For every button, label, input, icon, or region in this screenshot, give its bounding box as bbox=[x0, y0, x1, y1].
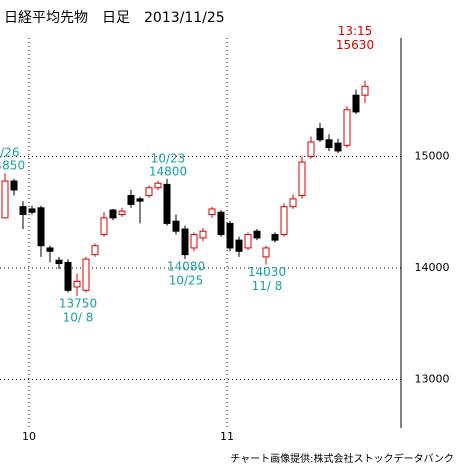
annotation-value: 14030 bbox=[248, 265, 286, 279]
candle-body bbox=[28, 208, 36, 213]
candle-body bbox=[64, 261, 72, 291]
candle-body bbox=[82, 258, 90, 291]
candle-body bbox=[55, 259, 63, 265]
candle-body bbox=[235, 239, 243, 252]
annotation-value: 14800 bbox=[149, 164, 187, 178]
source: チャート画像提供:株式会社ストックデータバンク bbox=[230, 452, 454, 465]
candle-body bbox=[37, 207, 45, 247]
x-tick-label: 10 bbox=[22, 430, 36, 443]
annotation-date: 9/26 bbox=[0, 146, 19, 160]
annotation-date: 11/ 8 bbox=[252, 279, 283, 293]
candle-body bbox=[154, 182, 162, 189]
candle-body bbox=[46, 247, 54, 252]
candle-body bbox=[145, 187, 153, 197]
candle-body bbox=[1, 180, 9, 219]
candle-body bbox=[325, 139, 333, 149]
candle-body bbox=[298, 161, 306, 197]
candle-body bbox=[271, 234, 279, 241]
candle-body bbox=[136, 198, 144, 202]
candle-body bbox=[262, 247, 270, 258]
y-tick-label: 13000 bbox=[415, 373, 450, 386]
candle-body bbox=[172, 220, 180, 232]
candle-body bbox=[91, 245, 99, 256]
y-tick-label: 15000 bbox=[415, 150, 450, 163]
y-tick-label: 14000 bbox=[415, 261, 450, 274]
last-value: 15630 bbox=[336, 38, 374, 52]
candle-body bbox=[253, 230, 261, 239]
annotation-date: 10/ 8 bbox=[63, 310, 94, 324]
candle-body bbox=[181, 228, 189, 256]
candle-body bbox=[352, 94, 360, 113]
candle-body bbox=[199, 230, 207, 239]
candle-body bbox=[316, 128, 324, 141]
candle-body bbox=[343, 109, 351, 146]
annotation-date: 10/23 bbox=[151, 151, 186, 165]
candle-body bbox=[118, 210, 126, 215]
annotation-date: 10/25 bbox=[169, 274, 204, 288]
candle-body bbox=[127, 195, 135, 205]
candle-body bbox=[109, 209, 117, 219]
candle-body bbox=[334, 142, 342, 152]
candle-body bbox=[163, 183, 171, 224]
candle-body bbox=[100, 217, 108, 236]
chart-title: 日経平均先物 日足 2013/11/25 bbox=[4, 10, 225, 26]
candle-body bbox=[10, 180, 18, 191]
candle-body bbox=[217, 211, 225, 236]
annotation-value: 14850 bbox=[0, 159, 25, 173]
candle-body bbox=[19, 206, 27, 215]
candle-body bbox=[244, 234, 252, 249]
candle-body bbox=[208, 208, 216, 215]
annotation-value: 13750 bbox=[59, 296, 97, 310]
candle-body bbox=[226, 222, 234, 249]
candle-body bbox=[307, 141, 315, 158]
candle-body bbox=[190, 234, 198, 249]
candle-body bbox=[361, 85, 369, 96]
candle-body bbox=[280, 206, 288, 236]
last-time: 13:15 bbox=[338, 24, 373, 38]
annotation-value: 14080 bbox=[167, 260, 205, 274]
candle-body bbox=[289, 198, 297, 208]
candle-body bbox=[73, 280, 81, 288]
x-tick-label: 11 bbox=[220, 430, 234, 443]
